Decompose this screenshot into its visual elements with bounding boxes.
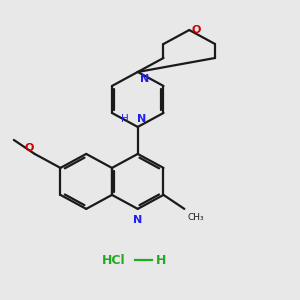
Text: H: H [122,115,129,124]
Text: N: N [140,74,149,84]
Text: H: H [156,254,166,267]
Text: HCl: HCl [102,254,125,267]
Text: O: O [24,143,33,153]
Text: N: N [133,215,142,225]
Text: N: N [136,115,146,124]
Text: CH₃: CH₃ [187,213,204,222]
Text: O: O [192,25,201,35]
